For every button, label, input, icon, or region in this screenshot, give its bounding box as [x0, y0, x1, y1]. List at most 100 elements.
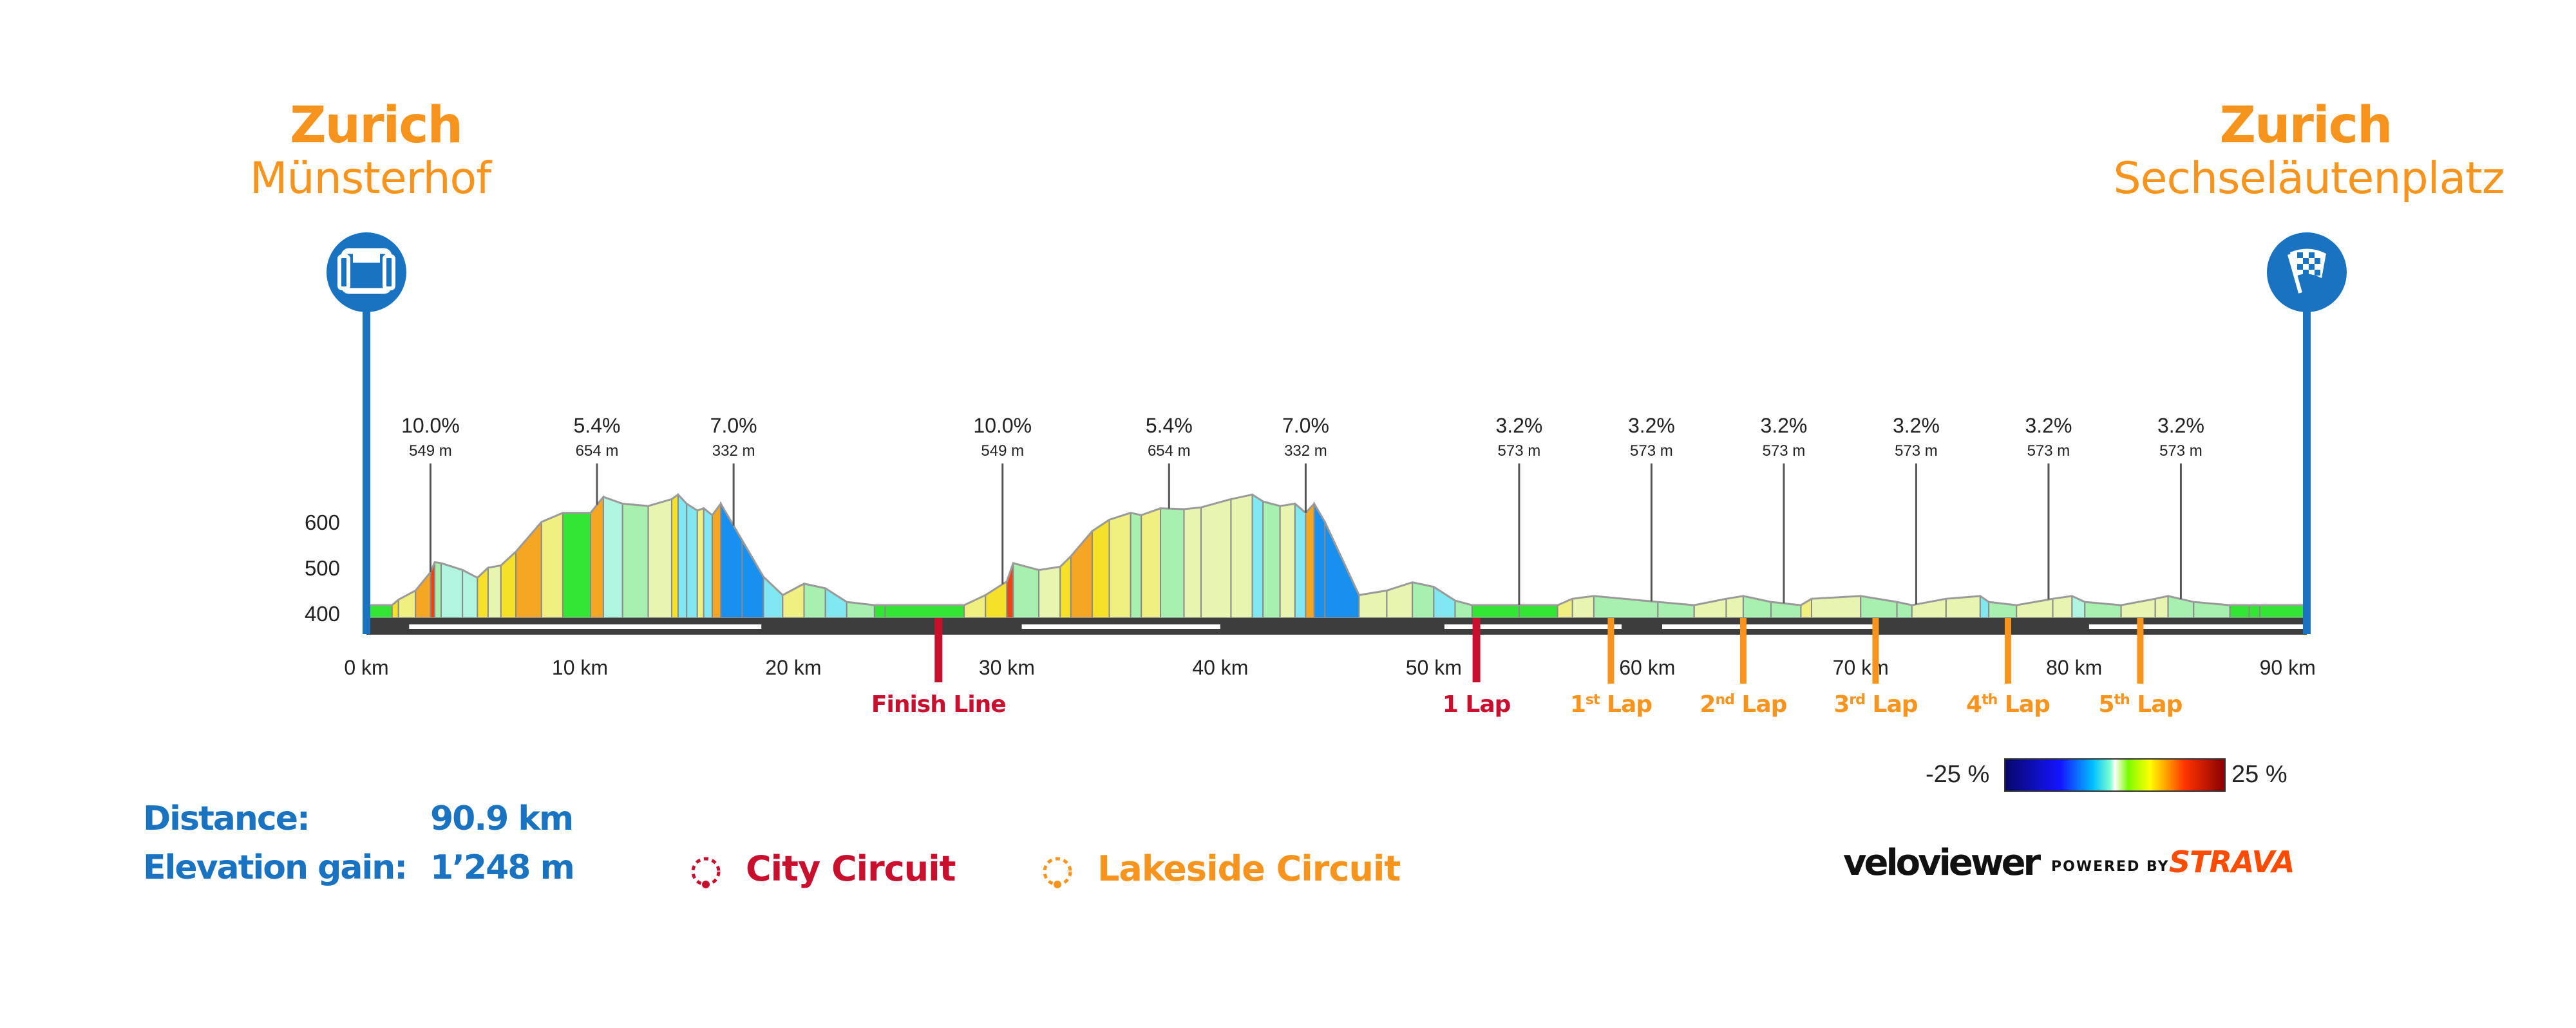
profile-segment [1183, 507, 1202, 619]
climb-gradient-label: 3.2% [1495, 414, 1542, 437]
climb-height-label: 573 m [1763, 442, 1806, 460]
profile-segment [647, 498, 672, 619]
start-pole [363, 303, 370, 634]
strava-logo: STRAVA [2169, 845, 2295, 879]
profile-segment [440, 562, 464, 619]
profile-segment [540, 512, 564, 619]
y-tick-label: 400 [305, 602, 340, 626]
lakeside-circuit-icon [1043, 857, 1072, 888]
profile-segment [1200, 498, 1232, 619]
climb-height-label: 573 m [1498, 442, 1541, 460]
profile-segment [1091, 518, 1110, 619]
elevation-profile-chart: 10.0% 549 m 5.4% 654 m 7.0% 332 m 10.0% 549 m 5.… [305, 232, 2347, 718]
x-tick-label: 80 km [2046, 656, 2102, 679]
profile-segment [1251, 493, 1264, 619]
profile-segment [1412, 581, 1435, 619]
profile-segment [1160, 507, 1185, 619]
climb-gradient-label: 10.0% [401, 414, 460, 437]
lap-marker-tick [2004, 618, 2011, 684]
profile-segment [762, 575, 784, 619]
profile-segment [590, 495, 604, 619]
climb-height-label: 332 m [712, 442, 755, 460]
climb-height-label: 573 m [1630, 442, 1673, 460]
profile-segment [1294, 502, 1307, 619]
finish-place: Sechseläutenplatz [2113, 153, 2505, 204]
climb-height-label: 573 m [1895, 442, 1938, 460]
y-tick-label: 600 [305, 510, 340, 534]
profile-segment [686, 502, 698, 619]
finish-pole [2303, 303, 2311, 634]
profile-segment [500, 550, 517, 619]
finish-city: Zurich [2219, 97, 2392, 154]
profile-segment [434, 561, 442, 619]
profile-segment [1141, 507, 1162, 619]
distance-label: Distance: [143, 799, 310, 838]
baseline-stripe [2088, 624, 2305, 629]
lap-marker-label: 3rd Lap [1833, 691, 1917, 718]
lap-marker-label: 5th Lap [2099, 691, 2183, 718]
climb-gradient-label: 3.2% [2157, 414, 2204, 437]
x-tick-label: 10 km [552, 656, 608, 679]
profile-segment [873, 604, 886, 619]
climb-gradient-label: 5.4% [574, 414, 621, 437]
lap-marker-tick [1739, 618, 1747, 684]
start-gate-icon [327, 232, 406, 312]
lap-marker-tick [1872, 618, 1879, 684]
x-tick-label: 70 km [1833, 656, 1889, 679]
lap-marker-label: 1st Lap [1570, 691, 1652, 718]
x-tick-label: 40 km [1192, 656, 1248, 679]
profile-segment [711, 501, 722, 619]
profile-segment [602, 496, 623, 619]
climb-height-label: 654 m [576, 442, 619, 460]
profile-segment [1130, 512, 1142, 619]
profile-segment [487, 565, 502, 619]
profile-segment [1108, 512, 1132, 619]
profile-segment [1038, 566, 1061, 619]
profile-segment [884, 604, 965, 619]
profile-segment [562, 512, 592, 619]
profile-segment [670, 493, 679, 619]
climb-gradient-label: 3.2% [1760, 414, 1807, 437]
x-tick-label: 60 km [1619, 656, 1675, 679]
city-circuit-icon [691, 857, 721, 888]
gradient-legend-max: 25 % [2231, 761, 2287, 788]
elevation-gain-label: Elevation gain: [143, 848, 408, 887]
lap-marker-tick [934, 618, 943, 682]
profile-segment [1279, 503, 1296, 619]
profile-segment [415, 570, 431, 619]
climb-gradient-label: 5.4% [1146, 414, 1193, 437]
profile-segment [1386, 581, 1414, 619]
profile-segment [1305, 501, 1315, 619]
climb-gradient-label: 3.2% [1628, 414, 1675, 437]
lap-marker-tick [1607, 618, 1615, 684]
profile-segment [1262, 500, 1281, 619]
climb-height-label: 654 m [1148, 442, 1191, 460]
elevation-gain-value: 1’248 m [430, 848, 575, 887]
climb-gradient-label: 10.0% [973, 414, 1032, 437]
x-tick-label: 0 km [344, 656, 388, 679]
start-place: Münsterhof [249, 153, 491, 204]
profile-segment [1012, 562, 1040, 619]
gradient-legend-min: -25 % [1926, 761, 1990, 788]
gradient-legend-bar [2004, 758, 2226, 792]
climb-labels-group: 10.0% 549 m 5.4% 654 m 7.0% 332 m 10.0% 549 m 5.… [401, 414, 2204, 606]
profile-segment [803, 583, 826, 619]
climb-height-label: 549 m [409, 442, 452, 460]
profile-segment [677, 492, 688, 619]
climb-height-label: 573 m [2027, 442, 2070, 460]
profile-segment [1471, 604, 1520, 619]
baseline-stripe [1662, 624, 1878, 629]
profile-segment [741, 537, 764, 619]
profile-fill-group [366, 492, 2307, 619]
start-city: Zurich [290, 97, 463, 154]
profile-segment [2229, 604, 2250, 619]
climb-gradient-label: 7.0% [710, 414, 757, 437]
climb-gradient-label: 3.2% [2025, 414, 2072, 437]
profile-segment [1230, 494, 1253, 619]
city-circuit-label: City Circuit [746, 848, 956, 889]
lap-marker-tick [2137, 618, 2144, 684]
x-tick-label: 20 km [765, 656, 821, 679]
lap-marker-label: 2nd Lap [1700, 691, 1786, 718]
checkered-flag-icon [2267, 232, 2347, 312]
profile-segment [621, 503, 649, 619]
